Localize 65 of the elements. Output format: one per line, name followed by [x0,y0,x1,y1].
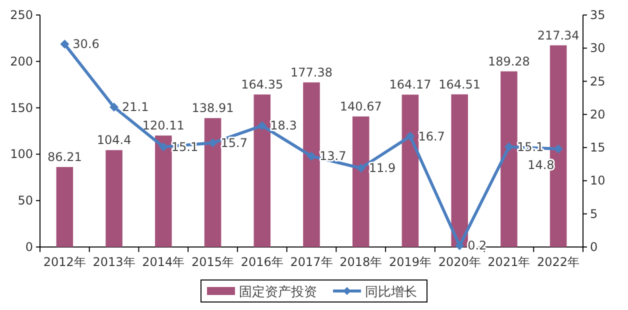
bar [500,71,518,247]
y2-tick-label: 10 [590,174,606,188]
legend-label: 固定资产投资 [239,285,317,300]
y-tick-label: 0 [25,240,33,254]
bar [204,118,222,247]
y2-tick-label: 35 [590,8,606,22]
point [406,132,415,141]
x-tick-label: 2014年 [142,255,185,269]
legend-label: 同比增长 [365,285,417,300]
point [158,142,168,152]
data-label: 21.1 [122,100,149,114]
y2-tick-label: 5 [590,206,598,221]
point [356,164,366,173]
data-label: 217.34 [537,28,580,42]
y-tick-label: 150 [10,100,33,115]
x-tick-label: 2015年 [192,255,234,269]
x-tick-label: 2021年 [488,255,530,269]
y2-tick-label: 15 [590,140,606,155]
bar [303,82,320,247]
data-label: 16.7 [418,129,445,144]
data-label: 120.11 [142,118,184,133]
data-label: 86.21 [48,150,82,164]
x-tick-label: 2018年 [340,255,382,269]
bar [56,166,74,247]
data-label: 177.38 [290,65,332,80]
bar [451,94,468,247]
data-label: 30.6 [72,37,100,52]
x-tick-label: 2017年 [290,255,333,269]
data-label: 164.35 [241,77,284,92]
point [258,121,267,130]
data-label: 15.1 [516,140,544,154]
y-tick-label: 50 [18,194,33,208]
data-label: 164.17 [389,78,432,92]
data-label: 13.7 [320,149,346,164]
data-label: 18.3 [270,118,297,133]
y-tick-label: 250 [10,8,33,22]
point [110,102,119,112]
x-tick-label: 2016年 [240,255,284,269]
y2-tick-label: 30 [590,41,606,56]
x-tick-label: 2012年 [43,255,86,269]
bar [155,136,172,247]
point [208,138,218,148]
data-label: 164.51 [438,77,481,92]
data-label: 104.4 [96,133,132,148]
x-tick-label: 2019年 [388,255,432,269]
y2-tick-label: 0 [590,240,598,254]
y2-tick-label: 25 [590,74,606,88]
x-tick-label: 2020年 [438,255,481,269]
bar [106,150,122,247]
y-tick-label: 100 [10,147,33,162]
data-label: 15.7 [220,136,248,150]
bar [254,94,271,247]
point [60,40,70,49]
point [455,241,464,250]
x-tick-label: 2022年 [537,255,580,269]
data-label: 138.91 [192,101,234,116]
data-label: 11.9 [368,161,396,176]
y2-tick-label: 20 [590,107,606,122]
data-label: 140.67 [340,99,382,114]
x-tick-label: 2013年 [92,255,136,269]
bar [402,94,419,247]
data-label: 189.28 [488,54,530,68]
point [307,152,316,161]
y-tick-label: 200 [10,54,33,68]
bar [352,116,370,247]
